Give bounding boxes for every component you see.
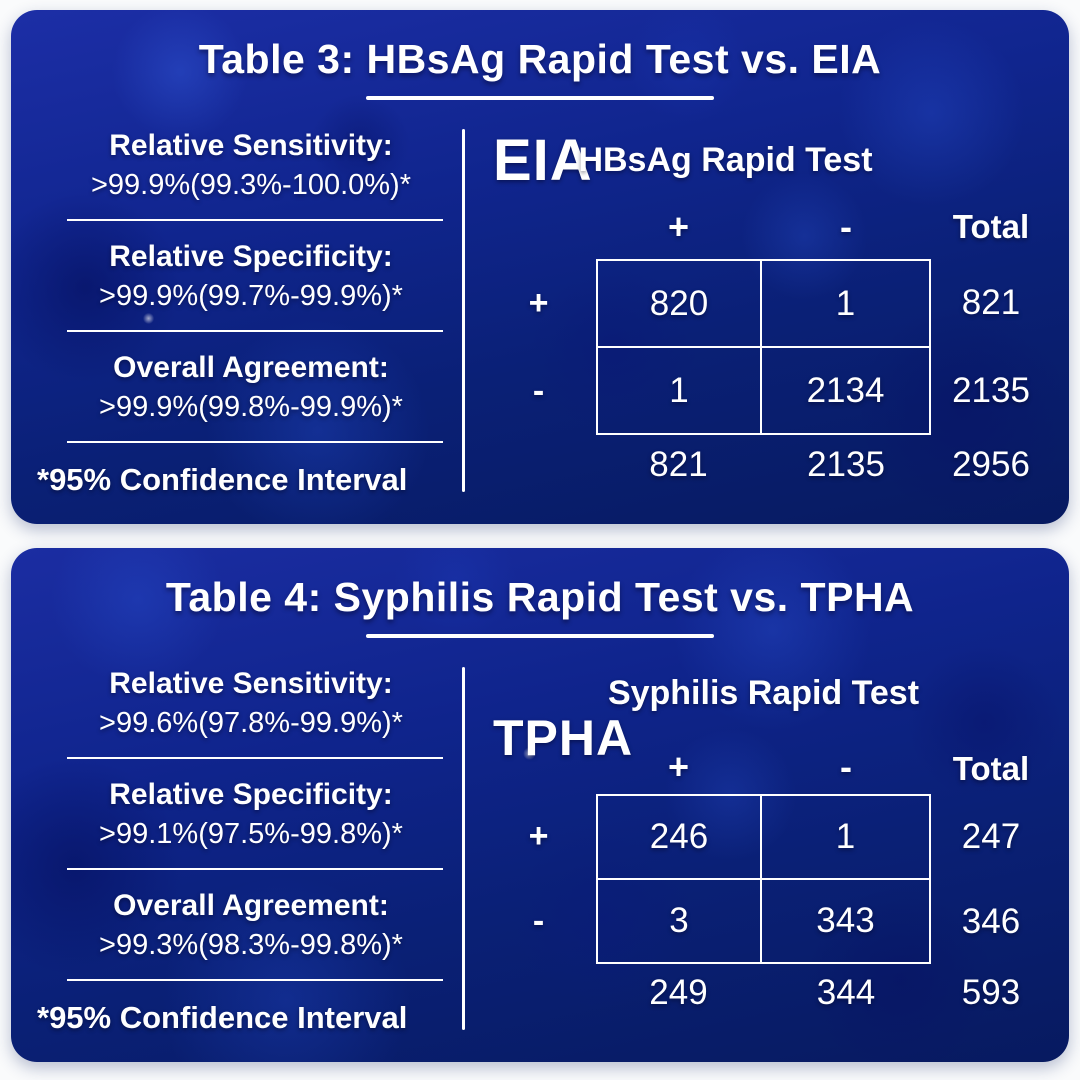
row-total-negative: 346 bbox=[961, 901, 1021, 941]
stat-label: Overall Agreement: bbox=[113, 889, 389, 922]
row-total-positive: 821 bbox=[961, 283, 1021, 322]
confidence-interval-footnote: *95% Confidence Interval bbox=[37, 1000, 408, 1035]
stat-value: >99.9%(99.7%-99.9%)* bbox=[99, 280, 403, 312]
stat-value: >99.3%(98.3%-99.8%)* bbox=[99, 929, 403, 961]
stat-value: >99.1%(97.5%-99.8%)* bbox=[99, 818, 403, 850]
table3-panel: Table 3: HBsAg Rapid Test vs. EIA Relati… bbox=[11, 10, 1069, 524]
cell-neg-neg: 343 bbox=[761, 879, 931, 964]
stat-sensitivity: Relative Sensitivity: >99.6%(97.8%-99.9%… bbox=[31, 667, 471, 740]
test-method-label: HBsAg Rapid Test bbox=[578, 140, 873, 179]
stat-divider bbox=[67, 330, 443, 332]
stat-label: Relative Sensitivity: bbox=[109, 129, 393, 162]
stat-agreement: Overall Agreement: >99.3%(98.3%-99.8%)* bbox=[31, 889, 471, 962]
row-total-negative: 2135 bbox=[952, 371, 1030, 410]
cell-pos-neg: 1 bbox=[761, 259, 931, 347]
table4-body: Relative Sensitivity: >99.6%(97.8%-99.9%… bbox=[31, 653, 1051, 1048]
cell-neg-neg: 2134 bbox=[761, 347, 931, 435]
table4-stats: Relative Sensitivity: >99.6%(97.8%-99.9%… bbox=[31, 653, 471, 1036]
reference-method-label: TPHA bbox=[493, 710, 634, 766]
stat-label: Relative Specificity: bbox=[109, 778, 393, 811]
table4-contingency-matrix: Syphilis Rapid Test TPHA + - Total + 246… bbox=[481, 663, 1051, 1022]
stat-agreement: Overall Agreement: >99.9%(99.8%-99.9%)* bbox=[31, 351, 471, 424]
row-label-negative: - bbox=[532, 902, 545, 940]
title-underline bbox=[366, 634, 714, 638]
row-label-positive: + bbox=[528, 283, 549, 322]
stat-label: Relative Sensitivity: bbox=[109, 667, 393, 700]
grand-total: 593 bbox=[961, 973, 1021, 1012]
stat-divider bbox=[67, 441, 443, 443]
stat-label: Overall Agreement: bbox=[113, 351, 389, 384]
col-header-negative: - bbox=[840, 746, 852, 787]
stat-value: >99.9%(99.8%-99.9%)* bbox=[99, 391, 403, 423]
col-total-positive: 821 bbox=[649, 445, 708, 484]
test-method-label: Syphilis Rapid Test bbox=[607, 673, 920, 712]
stat-value: >99.6%(97.8%-99.9%)* bbox=[99, 707, 403, 739]
row-label-positive: + bbox=[528, 817, 549, 855]
table3-title: Table 3: HBsAg Rapid Test vs. EIA bbox=[198, 36, 882, 82]
stat-value: >99.9%(99.3%-100.0%)* bbox=[90, 169, 411, 201]
confidence-interval-footnote: *95% Confidence Interval bbox=[37, 462, 408, 497]
stat-divider bbox=[67, 979, 443, 981]
title-underline bbox=[366, 96, 714, 100]
stat-specificity: Relative Specificity: >99.1%(97.5%-99.8%… bbox=[31, 778, 471, 851]
cell-pos-pos: 820 bbox=[596, 259, 761, 347]
col-header-negative: - bbox=[840, 206, 852, 247]
table4-panel: Table 4: Syphilis Rapid Test vs. TPHA Re… bbox=[11, 548, 1069, 1062]
stat-divider bbox=[67, 868, 443, 870]
cell-pos-neg: 1 bbox=[761, 794, 931, 879]
row-total-positive: 247 bbox=[961, 816, 1021, 856]
table3-stats: Relative Sensitivity: >99.9%(99.3%-100.0… bbox=[31, 115, 471, 498]
col-total-positive: 249 bbox=[649, 973, 708, 1012]
cell-pos-pos: 246 bbox=[596, 794, 761, 879]
col-header-total: Total bbox=[952, 208, 1030, 245]
cell-neg-pos: 1 bbox=[596, 347, 761, 435]
stat-divider bbox=[67, 219, 443, 221]
col-header-positive: + bbox=[667, 746, 690, 787]
stat-divider bbox=[67, 757, 443, 759]
table4-title: Table 4: Syphilis Rapid Test vs. TPHA bbox=[165, 574, 915, 620]
col-header-total: Total bbox=[952, 750, 1030, 787]
vertical-divider bbox=[462, 667, 465, 1030]
col-total-negative: 2135 bbox=[807, 445, 885, 484]
table3-contingency-matrix: EIA HBsAg Rapid Test + - Total + 820 1 8… bbox=[481, 125, 1051, 495]
cell-neg-pos: 3 bbox=[596, 879, 761, 964]
stat-specificity: Relative Specificity: >99.9%(99.7%-99.9%… bbox=[31, 240, 471, 313]
table3-body: Relative Sensitivity: >99.9%(99.3%-100.0… bbox=[31, 115, 1051, 510]
col-total-negative: 344 bbox=[816, 973, 876, 1012]
stat-sensitivity: Relative Sensitivity: >99.9%(99.3%-100.0… bbox=[31, 129, 471, 202]
grand-total: 2956 bbox=[952, 445, 1030, 484]
stat-label: Relative Specificity: bbox=[109, 240, 393, 273]
reference-method-label: EIA bbox=[493, 127, 593, 193]
col-header-positive: + bbox=[667, 206, 690, 247]
vertical-divider bbox=[462, 129, 465, 492]
row-label-negative: - bbox=[532, 371, 545, 410]
